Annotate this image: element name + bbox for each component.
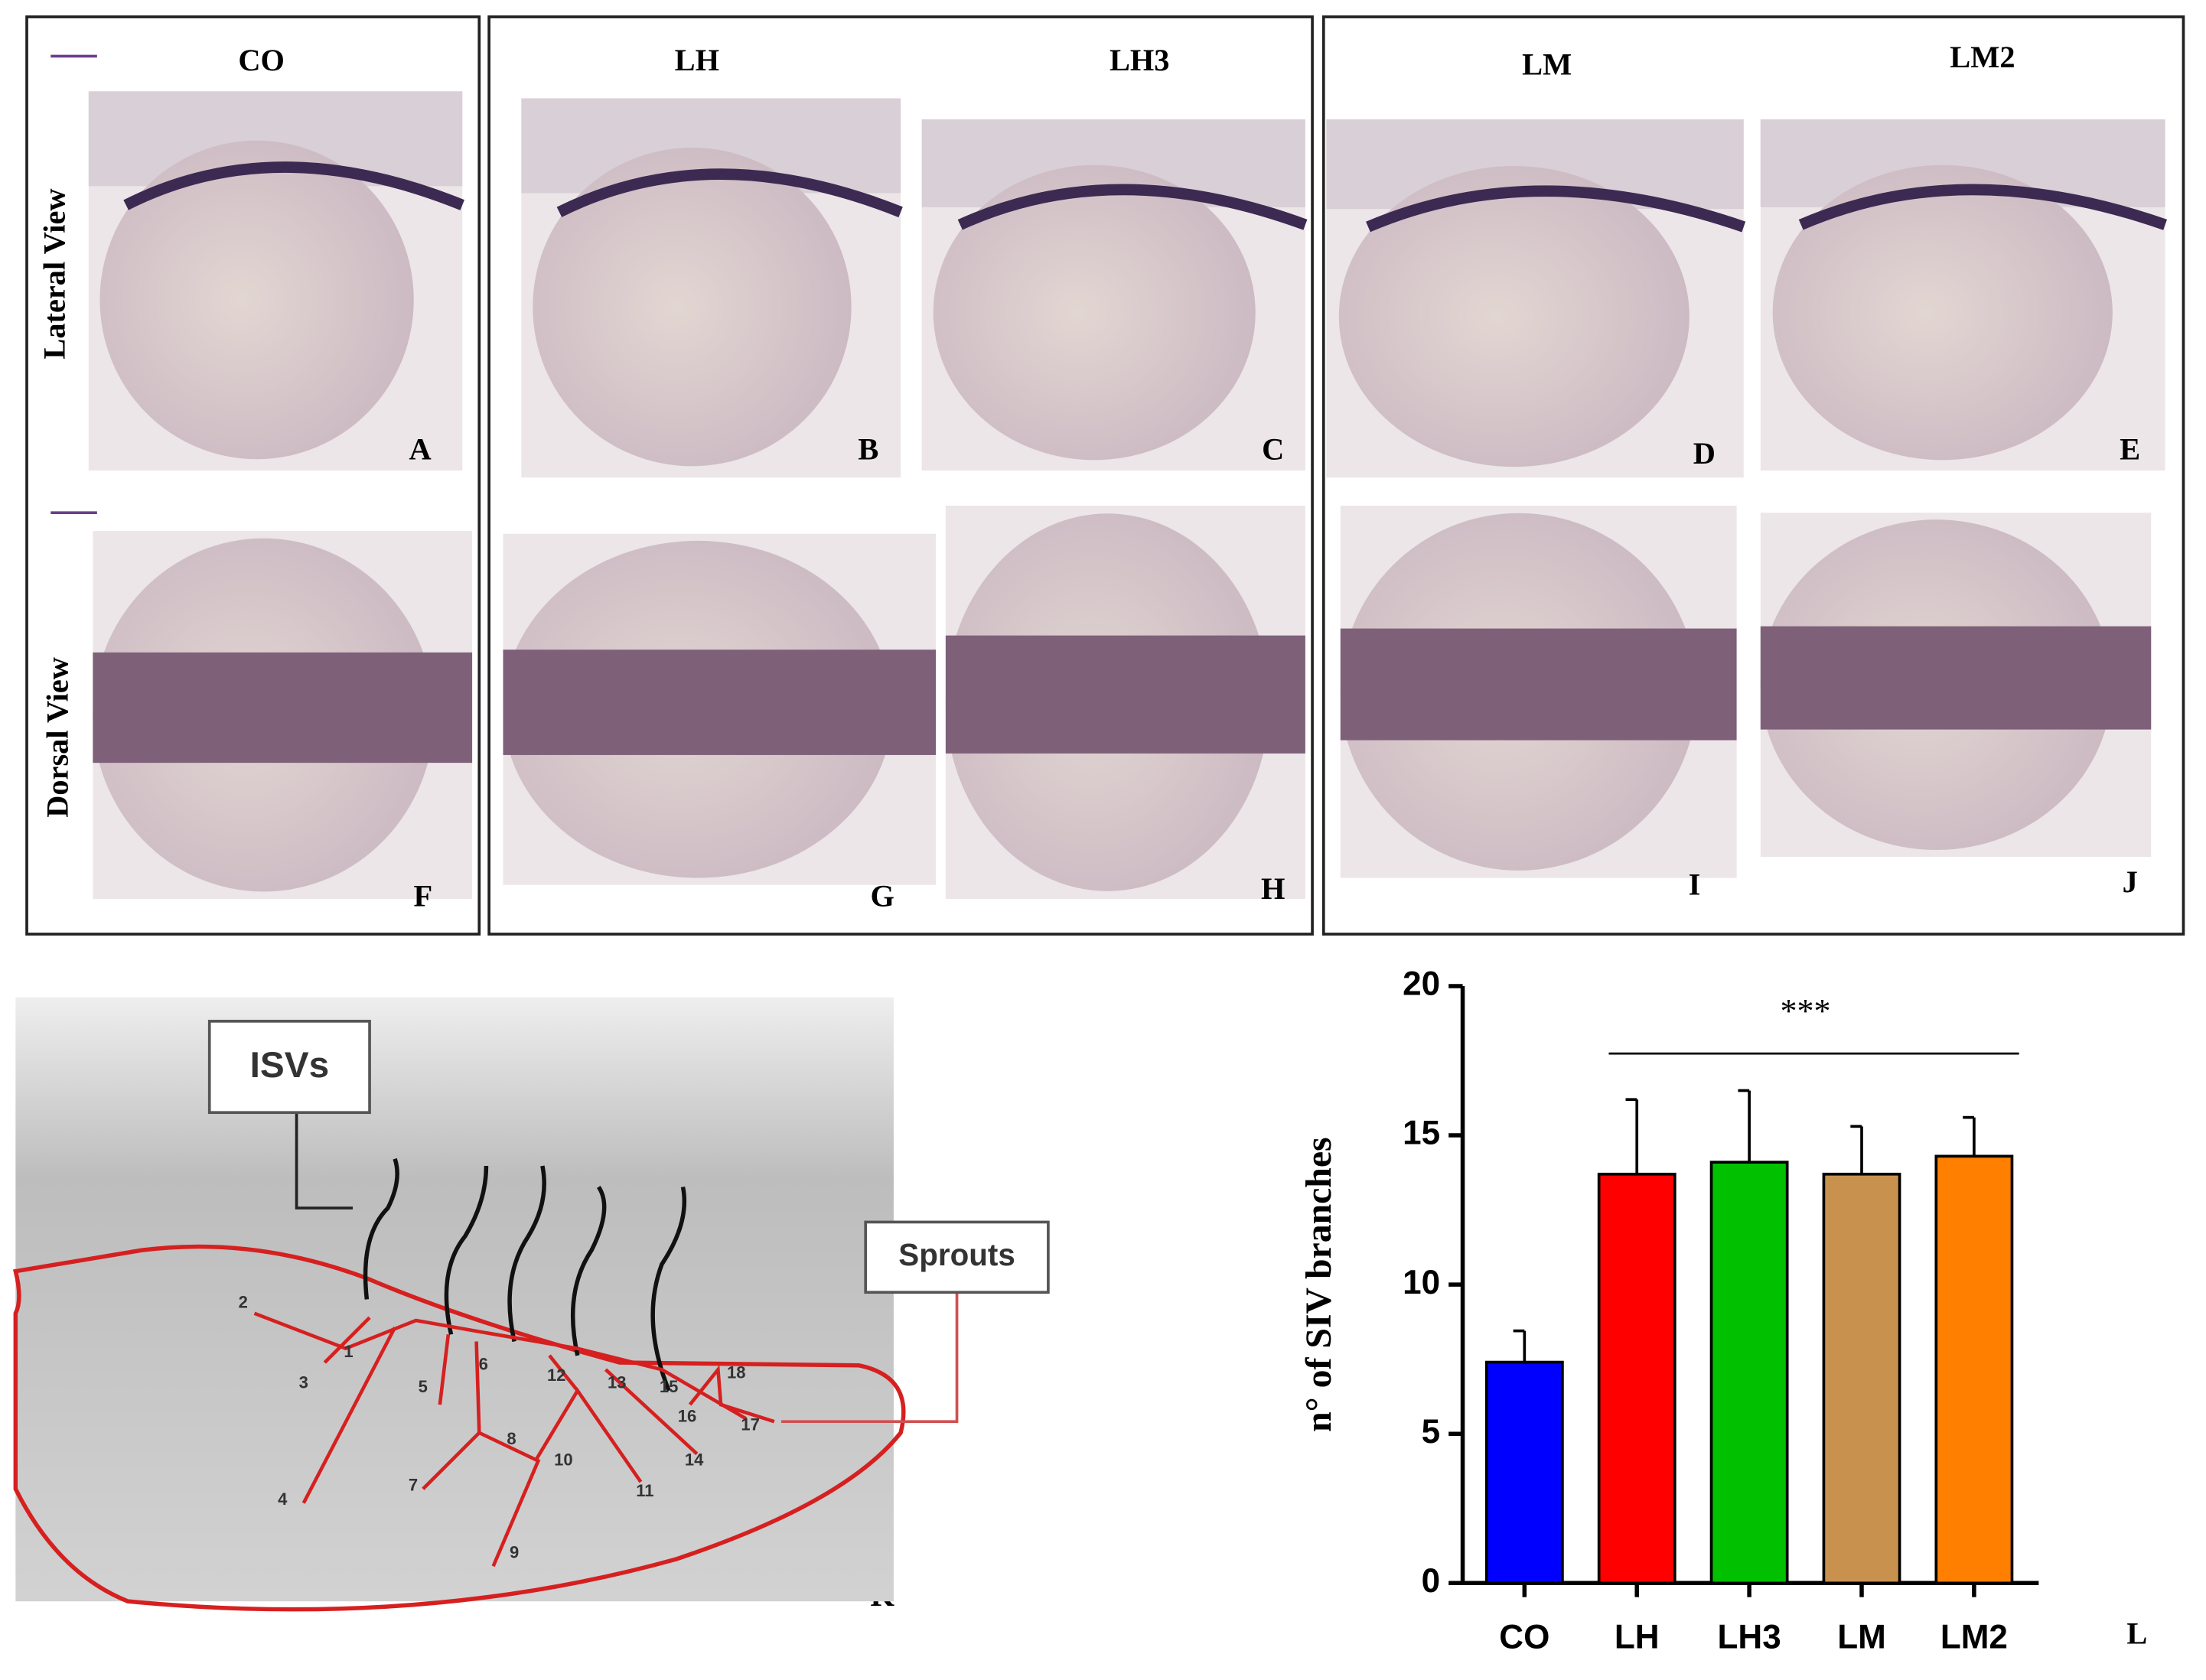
photo-trunk xyxy=(1760,626,2152,730)
panel-letter: D xyxy=(1693,436,1716,470)
y-tick-label: 5 xyxy=(1422,1413,1441,1450)
column-labels: CO LH LH3 LM LM2 xyxy=(238,40,2015,81)
bar-chart: 0 5 10 15 20 n° of SIV branches CO LH LH3 LM LM2 **… xyxy=(1299,965,2039,1656)
row-label: Dorsal View xyxy=(40,657,74,818)
photo-trunk xyxy=(945,635,1305,754)
panel-letter: B xyxy=(858,431,878,466)
photo-yolk xyxy=(533,147,852,467)
photos xyxy=(88,91,2168,900)
branch-number: 17 xyxy=(741,1415,759,1434)
callout: ISVs xyxy=(250,1045,329,1086)
branch-number: 6 xyxy=(479,1355,488,1374)
branch-number: 1 xyxy=(344,1342,353,1361)
panel-letter: E xyxy=(2120,431,2140,466)
scale-bars xyxy=(51,54,97,515)
photo-vessel xyxy=(1366,185,1746,233)
branch-number: 5 xyxy=(419,1377,428,1396)
row-label: Lateral View xyxy=(37,188,72,359)
column-label: LH3 xyxy=(1110,43,1170,77)
panel-letter: C xyxy=(1262,431,1284,466)
photo-vessel xyxy=(123,161,464,210)
y-axis-label: n° of SIV branches xyxy=(1299,1137,1339,1431)
column-label: CO xyxy=(238,43,285,77)
branch-number: 11 xyxy=(636,1481,653,1500)
panel-letter: F xyxy=(413,878,432,913)
photo-trunk xyxy=(93,652,473,763)
significance-label: *** xyxy=(1781,992,1831,1030)
photo-yolk xyxy=(933,164,1256,461)
branch-number: 3 xyxy=(299,1372,308,1392)
branch-number: 14 xyxy=(685,1450,704,1469)
branch-number: 8 xyxy=(507,1429,516,1448)
branch-number: 2 xyxy=(239,1293,248,1312)
x-tick-label: LH3 xyxy=(1718,1618,1781,1656)
callout: Sprouts xyxy=(898,1237,1015,1272)
panel-letter: A xyxy=(409,431,432,466)
photo-vessel xyxy=(556,168,903,218)
column-label: LM2 xyxy=(1950,40,2015,74)
panel-letter: H xyxy=(1261,871,1285,906)
panel-letter: J xyxy=(2123,864,2138,899)
photo-yolk xyxy=(99,140,414,460)
branch-number: 12 xyxy=(547,1366,566,1385)
branch-number: 7 xyxy=(409,1475,418,1494)
bar xyxy=(1597,1172,1676,1585)
branch-number: 13 xyxy=(608,1372,627,1392)
x-tick-label: LM xyxy=(1837,1618,1886,1656)
column-label: LH xyxy=(675,43,719,77)
bar xyxy=(1822,1172,1901,1585)
branch-number: 9 xyxy=(510,1543,519,1562)
x-tick-label: LM2 xyxy=(1940,1618,2008,1656)
photo-vessel xyxy=(1798,184,2168,230)
panel-letter: G xyxy=(871,878,894,913)
panel-frames xyxy=(25,15,2185,936)
y-tick-label: 20 xyxy=(1403,965,1440,1003)
panel-letter: I xyxy=(1689,868,1701,902)
bar xyxy=(1934,1154,2014,1585)
branch-number: 15 xyxy=(660,1377,679,1396)
bar xyxy=(1709,1161,1789,1585)
branch-number: 16 xyxy=(678,1406,697,1425)
y-tick-label: 10 xyxy=(1403,1264,1440,1301)
bar xyxy=(1484,1360,1564,1585)
column-label: LM xyxy=(1522,47,1572,81)
branch-number: 4 xyxy=(278,1490,288,1509)
panel-letter: L xyxy=(2126,1616,2147,1650)
y-tick-label: 15 xyxy=(1403,1115,1440,1152)
photo-trunk xyxy=(1340,628,1737,741)
photo-yolk xyxy=(1338,165,1690,467)
photo-yolk xyxy=(1772,164,2113,461)
branch-number: 10 xyxy=(554,1450,573,1469)
x-tick-label: CO xyxy=(1499,1618,1549,1656)
branch-number: 18 xyxy=(727,1363,746,1382)
x-tick-label: LH xyxy=(1615,1618,1660,1656)
photo-vessel xyxy=(957,184,1308,230)
y-tick-label: 0 xyxy=(1422,1562,1441,1600)
photo-trunk xyxy=(503,650,937,755)
